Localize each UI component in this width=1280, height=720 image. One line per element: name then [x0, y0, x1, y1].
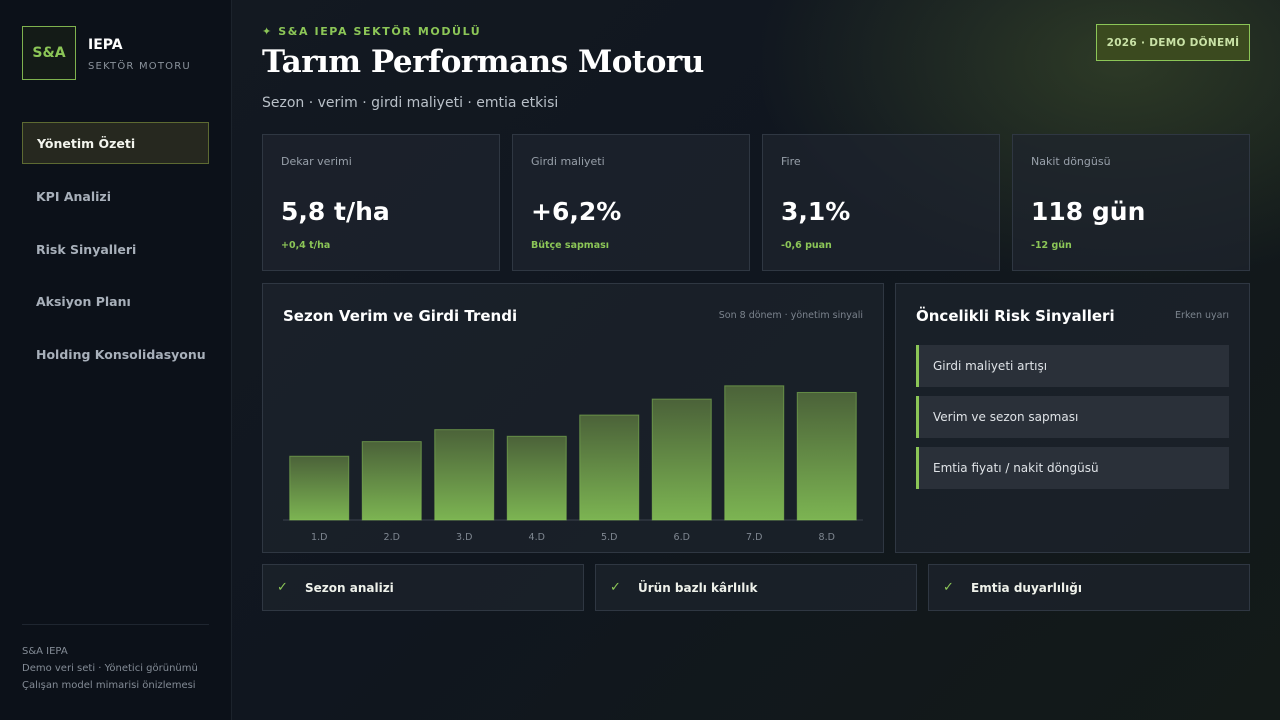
kpi-label: Nakit döngüsü [1031, 155, 1111, 168]
chart-bar-8.D[interactable] [796, 391, 857, 521]
kpi-card-fire: Fire 3,1% -0,6 puan [762, 134, 1000, 271]
nav-item-risk-sinyalleri[interactable]: Risk Sinyalleri [36, 241, 137, 257]
kpi-delta: +0,4 t/ha [281, 240, 331, 251]
sidebar: S&A IEPA SEKTÖR MOTORU Yönetim Özeti KPI… [0, 0, 232, 720]
risk-panel-title: Öncelikli Risk Sinyalleri [916, 307, 1115, 325]
kpi-delta: Bütçe sapması [531, 240, 610, 251]
chart-x-tick-label: 2.D [384, 532, 400, 543]
chart-x-tick-label: 5.D [601, 532, 617, 543]
brand-subtitle: SEKTÖR MOTORU [88, 61, 191, 72]
footer-preview: Çalışan model mimarisi önizlemesi [22, 680, 196, 691]
risk-item[interactable]: Emtia fiyatı / nakit döngüsü [916, 447, 1229, 489]
chart-bar-5.D[interactable] [579, 414, 640, 521]
kpi-label: Dekar verimi [281, 155, 352, 168]
risk-item[interactable]: Girdi maliyeti artışı [916, 345, 1229, 387]
sidebar-divider [22, 624, 209, 625]
chart-x-tick-label: 6.D [674, 532, 690, 543]
chart-x-tick-label: 4.D [529, 532, 545, 543]
page-title: Tarım Performans Motoru [262, 44, 704, 80]
risk-item[interactable]: Verim ve sezon sapması [916, 396, 1229, 438]
page-subtitle: Sezon · verim · girdi maliyeti · emtia e… [262, 95, 559, 111]
nav-item-yonetim-ozeti[interactable]: Yönetim Özeti [22, 122, 209, 164]
chart-bar-3.D[interactable] [434, 429, 495, 521]
module-kicker: ✦ S&A IEPA SEKTÖR MODÜLÜ [262, 25, 482, 38]
check-icon: ✓ [943, 580, 954, 595]
kpi-card-girdi-maliyeti: Girdi maliyeti +6,2% Bütçe sapması [512, 134, 750, 271]
kpi-value: 3,1% [781, 197, 851, 226]
brand-logo: S&A [22, 26, 76, 80]
check-label: Emtia duyarlılığı [971, 580, 1082, 595]
chart-x-tick-label: 7.D [746, 532, 762, 543]
check-label: Ürün bazlı kârlılık [638, 580, 758, 595]
footer-brand: S&A IEPA [22, 646, 68, 657]
kpi-delta: -0,6 puan [781, 240, 832, 251]
nav-item-aksiyon-plani[interactable]: Aksiyon Planı [36, 293, 131, 309]
kpi-card-dekar-verimi: Dekar verimi 5,8 t/ha +0,4 t/ha [262, 134, 500, 271]
trend-panel: Sezon Verim ve Girdi Trendi Son 8 dönem … [262, 283, 884, 553]
nav-item-kpi-analizi[interactable]: KPI Analizi [36, 188, 111, 204]
kpi-value: 118 gün [1031, 197, 1146, 226]
risk-panel: Öncelikli Risk Sinyalleri Erken uyarı Gi… [895, 283, 1250, 553]
chart-x-tick-label: 8.D [819, 532, 835, 543]
trend-panel-title: Sezon Verim ve Girdi Trendi [283, 307, 518, 325]
chart-bar-7.D[interactable] [724, 385, 785, 521]
check-label: Sezon analizi [305, 580, 394, 595]
check-icon: ✓ [610, 580, 621, 595]
period-badge[interactable]: 2026 · DEMO DÖNEMİ [1096, 24, 1250, 61]
check-card-emtia-duyarliligi[interactable]: ✓ Emtia duyarlılığı [928, 564, 1250, 611]
footer-dataset: Demo veri seti · Yönetici görünümü [22, 663, 198, 674]
kpi-value: 5,8 t/ha [281, 197, 390, 226]
trend-bar-chart: 1.D 2.D 3.D 4.D 5.D 6.D 7.D 8.D [283, 385, 863, 543]
nav-item-holding-konsolidasyonu[interactable]: Holding Konsolidasyonu [36, 346, 206, 362]
chart-x-tick-label: 3.D [456, 532, 472, 543]
check-card-sezon-analizi[interactable]: ✓ Sezon analizi [262, 564, 584, 611]
risk-panel-note: Erken uyarı [1175, 310, 1229, 321]
chart-bar-6.D[interactable] [651, 398, 712, 521]
chart-bar-2.D[interactable] [361, 441, 422, 521]
trend-panel-note: Son 8 dönem · yönetim sinyali [718, 310, 863, 321]
chart-bar-4.D[interactable] [506, 435, 567, 521]
kpi-label: Girdi maliyeti [531, 155, 605, 168]
kpi-card-nakit-dongusu: Nakit döngüsü 118 gün -12 gün [1012, 134, 1250, 271]
kpi-delta: -12 gün [1031, 240, 1072, 251]
check-icon: ✓ [277, 580, 288, 595]
check-card-urun-bazli-karlilik[interactable]: ✓ Ürün bazlı kârlılık [595, 564, 917, 611]
kpi-value: +6,2% [531, 197, 622, 226]
kpi-label: Fire [781, 155, 801, 168]
chart-bar-1.D[interactable] [289, 455, 350, 521]
brand-name: IEPA [88, 37, 123, 53]
chart-x-tick-label: 1.D [311, 532, 327, 543]
